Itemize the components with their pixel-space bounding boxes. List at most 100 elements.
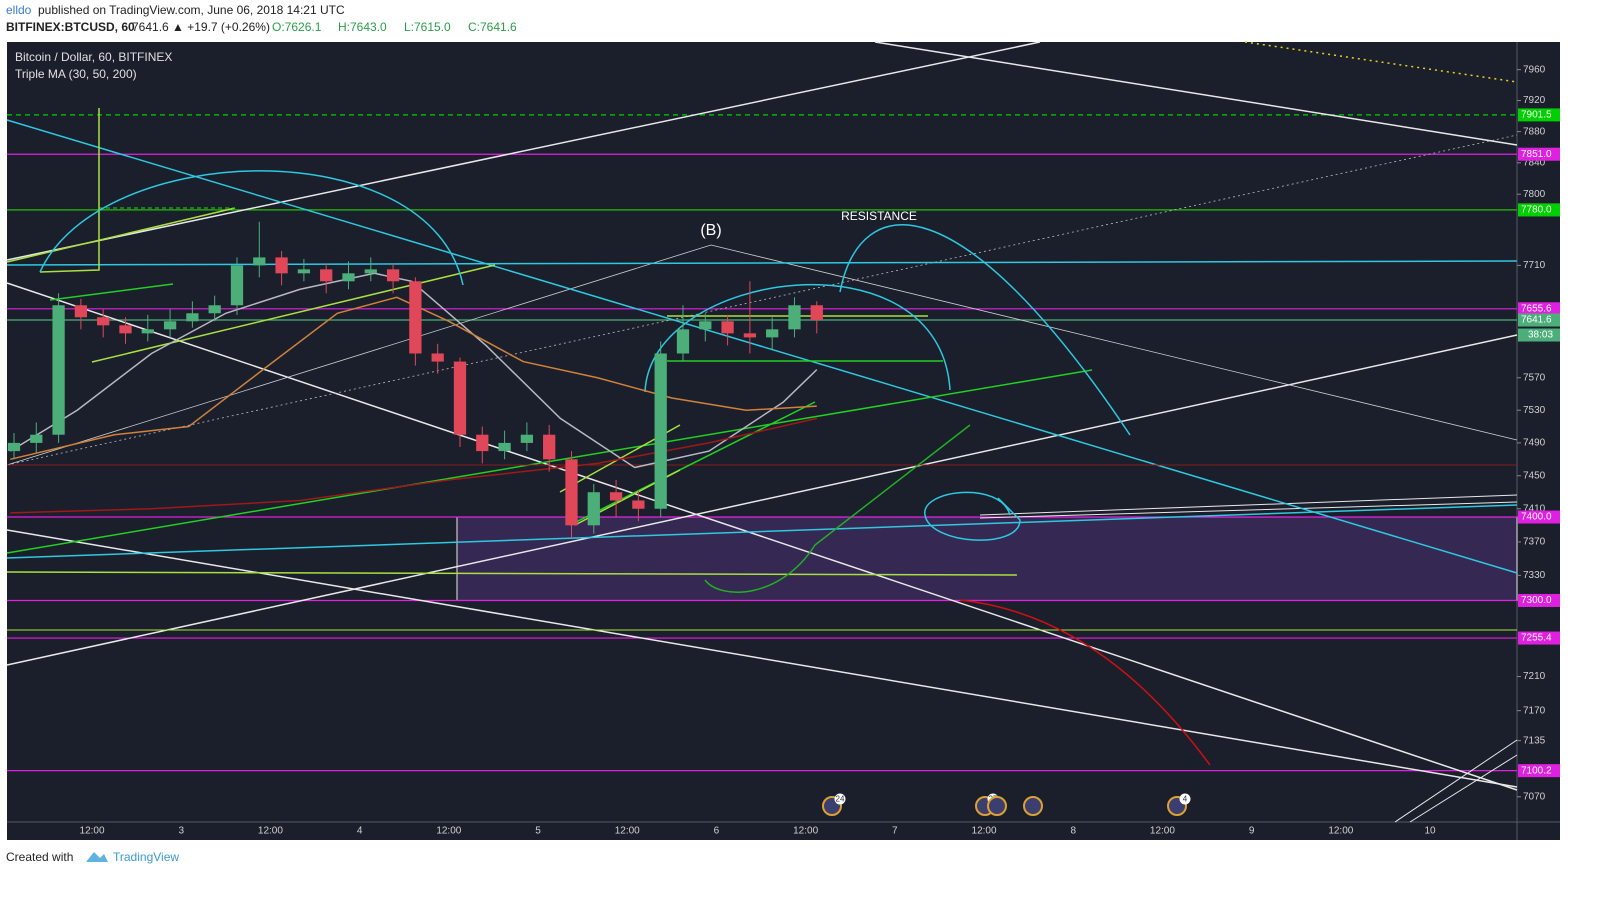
candle-body [476,434,489,452]
x-tick-label: 5 [535,826,541,837]
candle-body [97,317,110,326]
countdown: 38:03 [1528,330,1553,341]
indicator-name: Triple MA (30, 50, 200) [15,67,137,81]
trendline [6,41,1041,261]
y-tick-label: 7570 [1523,372,1546,383]
ohlc-close: C:7641.6 [468,20,517,34]
candle-body [52,305,65,435]
price-label-bg [1518,108,1560,122]
x-tick-label: 12:00 [793,826,818,837]
x-tick-label: 12:00 [1150,826,1175,837]
annotation: RESISTANCE [841,209,917,223]
price-label: 7901.5 [1521,110,1552,121]
event-icon [987,796,1007,816]
event-badge [834,793,846,805]
candle-body [743,333,757,338]
event-count: 24 [836,795,845,804]
price-label-bg [1518,631,1560,645]
symbol: BITFINEX:BTCUSD, 60 [6,20,135,34]
trendline [49,283,174,301]
candle-body [186,313,199,322]
candle-body [431,353,444,362]
candle-body [543,434,556,460]
x-tick-label: 3 [178,826,184,837]
countdown-bg [1518,328,1560,342]
price-label: 7255.4 [1521,633,1552,644]
trendline [6,207,236,263]
trendline [6,571,1018,576]
y-tick-label: 7800 [1523,189,1546,200]
candle-body [386,269,400,282]
loop [924,491,1021,541]
price-label: 7655.6 [1521,303,1552,314]
candle-body [364,269,377,274]
candle-body [565,459,578,526]
x-tick-label: 12:00 [615,826,640,837]
candle-body [163,321,177,330]
x-tick-label: 10 [1424,826,1436,837]
y-tick-label: 7070 [1523,791,1546,802]
candle-body [699,321,712,330]
price-label-bg [1518,147,1560,161]
publisher[interactable]: elldo [6,3,32,17]
ohlc-open: O:7626.1 [272,20,322,34]
price-label: 7780.0 [1521,205,1552,216]
footer: Created with TradingView [6,850,179,864]
price-label-bg [1518,764,1560,778]
price-label-bg [1518,302,1560,316]
candle-body [230,265,244,306]
axes: 7960 7920 7880 7840 7800 7710 7570 7530 7490 7450… [80,64,1560,837]
y-tick-label: 7330 [1523,570,1546,581]
candle-body [297,269,311,274]
x-tick-label: 8 [1070,826,1076,837]
trendline [1409,754,1518,823]
candle-body [208,305,221,314]
y-tick-label: 7370 [1523,537,1546,548]
y-tick-label: 7135 [1523,735,1546,746]
price-label-bg [1518,203,1560,217]
candle-body [721,321,734,334]
ohlc-high: H:7643.0 [338,20,387,34]
candle-body [275,257,288,274]
chart-bg [7,42,1560,840]
candle-body [498,442,511,452]
candle-body [654,353,667,509]
footer-brand[interactable]: TradingView [113,850,179,864]
chart-title: Bitcoin / Dollar, 60, BITFINEX [15,50,172,64]
x-tick-label: 12:00 [972,826,997,837]
arc [839,224,1131,436]
arc [644,283,951,393]
candle-body [342,273,355,282]
candle-body [810,305,823,321]
y-tick-label: 7210 [1523,671,1546,682]
x-tick-label: 7 [892,826,898,837]
y-tick-label: 7450 [1523,470,1546,481]
trendline [6,504,1518,559]
candle-body [632,500,645,509]
x-tick-label: 12:00 [258,826,283,837]
candle-body [766,329,779,338]
price-label: 7641.6 [1521,315,1552,326]
x-tick-label: 6 [714,826,720,837]
logo [86,852,108,862]
price-label: 7100.2 [1521,765,1552,776]
trendline [569,401,816,526]
candle-body [320,269,333,282]
price-label-bg [1518,593,1560,607]
trendline [979,494,1518,516]
price-label: 7851.0 [1521,149,1552,160]
candle-body [30,434,43,443]
trendline [39,108,100,273]
x-tick-label: 12:00 [80,826,105,837]
y-tick-label: 7960 [1523,64,1546,75]
price-label: 7300.0 [1521,595,1552,606]
trendline [6,244,1518,466]
trendline [1394,739,1518,823]
candle-body [119,325,132,334]
event-badge [1179,793,1191,805]
candle-body [141,329,154,334]
x-tick-label: 4 [357,826,363,837]
y-tick-label: 7170 [1523,705,1546,716]
price-label-bg [1518,510,1560,524]
